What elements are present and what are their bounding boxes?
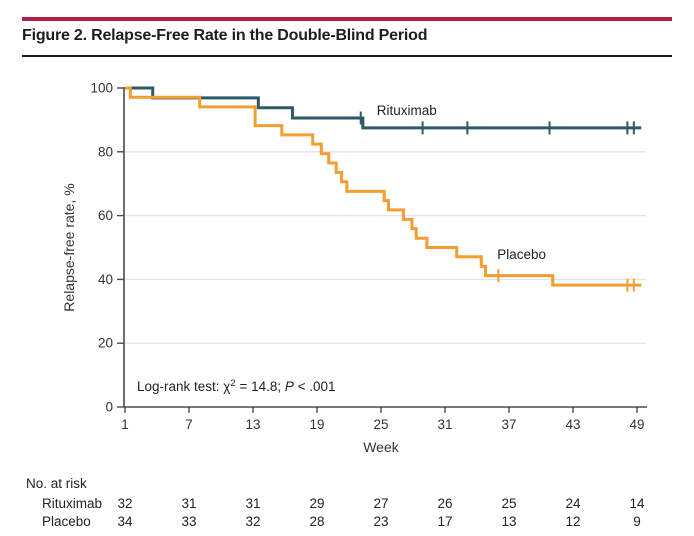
x-tick-label: 19 [309,417,324,432]
x-tick-label: 49 [629,417,644,432]
risk-value: 32 [245,514,260,529]
y-axis-title: Relapse-free rate, % [61,183,77,311]
series-label-placebo: Placebo [497,247,546,262]
x-tick-label: 25 [373,417,388,432]
y-tick-label: 40 [98,272,113,287]
risk-value: 9 [633,514,641,529]
risk-value: 31 [245,496,260,511]
risk-value: 34 [117,514,133,529]
y-tick-label: 100 [90,81,113,96]
risk-value: 33 [181,514,196,529]
risk-value: 23 [373,514,388,529]
risk-value: 14 [629,496,645,511]
x-tick-label: 1 [121,417,129,432]
series-curve-rituximab [125,86,642,130]
risk-value: 32 [117,496,132,511]
x-tick-label: 37 [501,417,516,432]
risk-value: 17 [437,514,452,529]
y-tick-label: 20 [98,336,113,351]
x-tick-label: 7 [185,417,193,432]
risk-value: 31 [181,496,196,511]
risk-row-label-rituximab: Rituximab [42,496,102,511]
figure-title: Figure 2. Relapse-Free Rate in the Doubl… [22,27,428,44]
x-tick-label: 43 [565,417,580,432]
y-tick-label: 60 [98,208,113,223]
risk-value: 28 [309,514,324,529]
accent-rule [22,17,672,21]
risk-value: 24 [565,496,581,511]
x-tick-label: 13 [245,417,260,432]
x-tick-label: 31 [437,417,452,432]
series-curve-placebo [125,86,642,287]
title-divider [22,55,672,57]
risk-value: 13 [501,514,516,529]
risk-table-title: No. at risk [26,476,87,491]
risk-value: 26 [437,496,452,511]
x-axis-title: Week [363,439,400,455]
y-tick-label: 0 [105,400,113,415]
logrank-annotation: Log-rank test: χ2 = 14.8; P < .001 [137,378,336,394]
risk-value: 27 [373,496,388,511]
risk-value: 25 [501,496,516,511]
y-tick-label: 80 [98,144,113,159]
risk-value: 12 [565,514,580,529]
risk-value: 29 [309,496,324,511]
risk-row-label-placebo: Placebo [42,514,91,529]
series-label-rituximab: Rituximab [377,103,437,118]
